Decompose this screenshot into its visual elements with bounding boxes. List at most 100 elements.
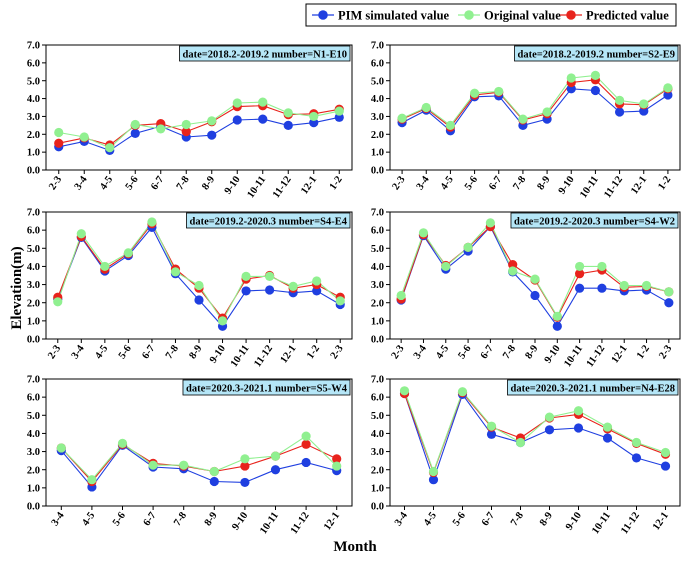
x-tick-label: 12-1	[299, 174, 319, 196]
data-point-original	[209, 466, 219, 477]
plot-area	[45, 211, 353, 340]
data-point-pim	[130, 128, 140, 138]
x-tick-label: 5-6	[111, 510, 128, 528]
y-tick-label: 6.0	[371, 226, 384, 237]
data-point-original	[639, 99, 649, 109]
data-point-original	[54, 127, 64, 138]
data-point-original	[179, 460, 189, 470]
data-point-original	[542, 107, 552, 117]
x-tick-label: 6-7	[149, 174, 166, 192]
y-tick-label: 5.0	[371, 411, 384, 422]
data-point-pim	[207, 130, 217, 140]
data-point-original	[663, 83, 673, 93]
panel-title-text: date=2020.3-2021.1 number=N4-E28	[510, 384, 675, 395]
data-point-pim	[552, 321, 562, 331]
data-point-original	[573, 406, 584, 416]
data-point-pim	[232, 115, 242, 125]
y-tick-label: 0.0	[27, 335, 40, 346]
y-tick-label: 5.0	[27, 244, 40, 255]
legend-original-label: Original value	[484, 9, 561, 23]
legend-pim-label: PIM simulated value	[338, 9, 450, 23]
data-point-original	[552, 311, 562, 321]
y-tick-label: 7.0	[371, 208, 384, 219]
data-point-pim	[283, 120, 293, 130]
x-tick-label: 12-1	[322, 510, 342, 532]
data-point-original	[631, 437, 642, 448]
data-point-original	[445, 120, 456, 130]
data-point-original	[148, 460, 158, 470]
x-tick-label: 11-12	[585, 343, 608, 369]
data-point-original	[56, 443, 66, 453]
panel-title-text: date=2019.2-2020.3 number=S4-E4	[189, 217, 347, 228]
data-point-pim	[597, 283, 607, 293]
panel-title-box	[179, 45, 351, 62]
data-point-original	[258, 97, 268, 107]
data-point-original	[463, 242, 473, 252]
x-tick-label: 12-1	[279, 343, 299, 365]
series-line-pim	[60, 444, 337, 488]
x-tick-label: 5-6	[451, 510, 468, 528]
y-tick-label: 7.0	[27, 41, 40, 52]
data-point-original	[170, 267, 181, 277]
x-tick-label: 9-10	[543, 343, 563, 365]
x-tick-label: 5-6	[456, 343, 473, 361]
data-point-pim	[660, 461, 671, 471]
y-tick-label: 6.0	[371, 393, 384, 404]
x-tick-label: 9-10	[208, 343, 228, 365]
y-tick-label: 1.0	[371, 148, 384, 159]
legend-box	[305, 3, 677, 27]
x-tick-label: 8-9	[536, 174, 553, 192]
data-point-original	[508, 266, 518, 276]
data-point-original	[614, 95, 625, 105]
data-point-original	[590, 70, 601, 80]
x-tick-label: 1-2	[656, 174, 673, 192]
data-point-original	[421, 102, 431, 113]
x-tick-label: 10-11	[590, 510, 613, 536]
data-point-original	[217, 316, 228, 326]
y-tick-label: 4.0	[371, 429, 384, 440]
data-point-pim	[544, 425, 555, 435]
y-tick-label: 2.0	[27, 130, 40, 141]
x-tick-label: 6-7	[140, 343, 157, 361]
data-point-original	[105, 143, 115, 153]
y-tick-label: 6.0	[27, 393, 40, 404]
x-tick-label: 9-10	[564, 510, 584, 532]
y-tick-label: 1.0	[27, 483, 40, 494]
y-tick-label: 4.0	[27, 429, 40, 440]
data-point-pim	[590, 85, 601, 96]
data-point-original	[544, 412, 555, 422]
data-point-predicted	[575, 269, 585, 279]
x-tick-label: 5-6	[124, 174, 141, 192]
x-tick-label: 12-1	[610, 343, 630, 365]
x-tick-label: 3-4	[50, 510, 67, 528]
data-point-pim	[301, 457, 311, 468]
legend-predicted-marker	[566, 10, 576, 20]
x-tick-label: 3-4	[393, 510, 410, 528]
data-point-original	[100, 261, 110, 272]
x-tick-label: 7-8	[501, 343, 518, 361]
data-point-pim	[240, 477, 250, 488]
chart-panel-5: 0.0 1.0 2.0 3.0 4.0 5.0 6.0 7.0 3-4 4-5 5-6 6-7 7-8 8…	[27, 375, 353, 536]
x-tick-label: 2-3	[657, 343, 674, 361]
data-point-original	[332, 461, 342, 471]
x-tick-label: 10-11	[258, 510, 281, 536]
data-point-original	[575, 261, 585, 272]
data-point-original	[399, 386, 410, 396]
x-tick-label: 10-11	[229, 343, 252, 369]
x-tick-label: 9-10	[223, 174, 243, 196]
data-point-original	[194, 280, 204, 291]
series-line-original	[60, 435, 338, 481]
panel-title-box	[182, 379, 351, 396]
data-point-pim	[265, 285, 275, 295]
panel-title: date=2018.2-2019.2 number=S2-E9	[514, 45, 679, 62]
legend-original-marker	[464, 10, 474, 20]
chart-panel-4: 0.0 1.0 2.0 3.0 4.0 5.0 6.0 7.0 2-3 3-4 4-5 5-6 6-7 7…	[371, 208, 681, 369]
x-tick-label: 8-9	[203, 510, 220, 528]
y-tick-label: 0.0	[27, 166, 40, 177]
data-point-original	[265, 271, 275, 282]
panel-title-text: date=2020.3-2021.1 number=S5-W4	[186, 384, 348, 395]
y-tick-label: 2.0	[371, 465, 384, 476]
y-tick-label: 2.0	[27, 298, 40, 309]
data-point-pim	[530, 290, 540, 301]
